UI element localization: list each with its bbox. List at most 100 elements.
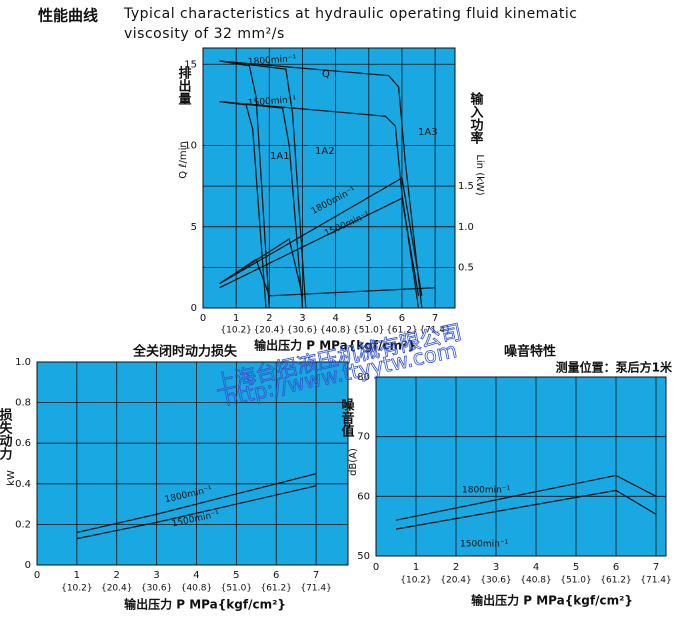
x-tick-label: 2 — [114, 570, 120, 581]
x-tick-label: 7 — [432, 313, 438, 324]
x-tick-label: 2 — [453, 562, 459, 573]
chart-subtitle: 测量位置：泵后方1米 — [556, 360, 673, 375]
x-tick-label: 0 — [373, 562, 379, 573]
series-line — [76, 473, 317, 534]
x-axis-label: 输出压力 P MPa{kgf/cm²} — [254, 338, 416, 353]
x-tick-sublabel: {20.4} — [254, 326, 286, 336]
annotation: 1A2 — [315, 146, 335, 157]
x-tick-label: 6 — [399, 313, 405, 324]
x-tick-sublabel: {71.4} — [640, 576, 672, 586]
x-tick-sublabel: {10.2} — [61, 584, 93, 594]
x-tick-label: 1 — [233, 313, 239, 324]
y2-axis-label: Lin (kW) — [474, 154, 485, 195]
y-tick-label: 60 — [357, 491, 370, 502]
y-axis-label: dB(A) — [348, 448, 359, 476]
annotation: 1A1 — [270, 151, 290, 162]
x-tick-sublabel: {20.4} — [440, 576, 472, 586]
x-tick-sublabel: {10.2} — [400, 576, 432, 586]
plot-area — [375, 376, 667, 557]
chart-subtitle: Typical characteristics at hydraulic ope… — [123, 6, 577, 22]
series-line — [269, 287, 436, 297]
x-tick-label: 7 — [313, 570, 319, 581]
x-tick-label: 2 — [266, 313, 272, 324]
annotation: 1A3 — [418, 127, 438, 138]
y2-axis-label: 输入功率 — [468, 91, 484, 145]
x-tick-label: 0 — [34, 570, 40, 581]
x-tick-sublabel: {40.8} — [520, 576, 552, 586]
y-axis-label: 排出量 — [176, 65, 192, 106]
x-tick-sublabel: {61.2} — [386, 326, 418, 336]
y-axis-label: Q ℓ/min — [178, 141, 189, 178]
x-tick-sublabel: {71.4} — [300, 584, 332, 594]
x-tick-sublabel: {30.6} — [141, 584, 173, 594]
x-tick-sublabel: {30.6} — [287, 326, 319, 336]
series-line — [395, 489, 657, 530]
y-axis-label: 噪音值 — [339, 398, 355, 438]
x-tick-sublabel: {40.8} — [320, 326, 352, 336]
x-tick-label: 1 — [74, 570, 80, 581]
x-tick-sublabel: {61.2} — [600, 576, 632, 586]
y-tick-label: 1.0 — [15, 357, 31, 368]
x-tick-label: 1 — [413, 562, 419, 573]
x-tick-sublabel: {20.4} — [101, 584, 133, 594]
y-axis-label: kW — [6, 470, 17, 486]
series-line — [395, 474, 657, 521]
y-tick-label: 0 — [191, 303, 197, 314]
y-tick-label: 0.4 — [15, 479, 31, 490]
x-tick-label: 5 — [233, 570, 239, 581]
y-tick-label: 0.8 — [15, 398, 31, 409]
x-tick-label: 4 — [332, 313, 338, 324]
series-line — [219, 60, 270, 309]
series-line — [219, 101, 304, 309]
x-tick-label: 5 — [366, 313, 372, 324]
x-tick-sublabel: {40.8} — [181, 584, 213, 594]
series-line — [76, 485, 317, 540]
chart-title: 全关闭时动力损失 — [132, 344, 238, 360]
x-tick-label: 3 — [299, 313, 305, 324]
y2-tick-label: 0.5 — [458, 262, 474, 273]
x-tick-label: 3 — [153, 570, 159, 581]
charts: 0 1 {10.2} 2 {20.4} 3 {30.6} 4 {40.8} 5 {51.0} 6 {61… — [15, 47, 672, 594]
x-tick-label: 6 — [613, 562, 619, 573]
x-tick-label: 6 — [273, 570, 279, 581]
y2-tick-label: 1.0 — [458, 222, 474, 233]
x-tick-sublabel: {10.2} — [220, 326, 252, 336]
y-tick-label: 80 — [357, 372, 370, 383]
x-tick-sublabel: {51.0} — [221, 584, 253, 594]
y-tick-label: 0 — [25, 560, 31, 571]
series-line — [219, 197, 420, 296]
series-line — [219, 60, 423, 309]
x-tick-label: 3 — [493, 562, 499, 573]
chart-title: 性能曲线 — [38, 7, 98, 25]
x-tick-sublabel: {51.0} — [560, 576, 592, 586]
x-tick-sublabel: {61.2} — [260, 584, 292, 594]
x-tick-sublabel: {51.0} — [353, 326, 385, 336]
series-label: 1500min⁻¹ — [248, 95, 297, 108]
x-tick-sublabel: {71.4} — [419, 326, 451, 336]
x-tick-label: 4 — [533, 562, 539, 573]
y-tick-label: 0.2 — [15, 519, 31, 530]
series-line — [219, 237, 304, 296]
series-label: 1800min⁻¹ — [248, 54, 297, 67]
y-tick-label: 0.6 — [15, 438, 31, 449]
y2-tick-label: 1.5 — [458, 181, 474, 192]
x-tick-label: 0 — [200, 313, 206, 324]
annotation: Q — [322, 69, 330, 80]
x-tick-label: 5 — [573, 562, 579, 573]
y-tick-label: 70 — [357, 432, 370, 443]
series-line — [219, 60, 307, 309]
y-tick-label: 10 — [184, 141, 197, 152]
x-axis-label: 输出压力 P MPa{kgf/cm²} — [471, 593, 633, 608]
y-axis-label: 损失动力 — [0, 407, 12, 461]
y-tick-label: 15 — [184, 59, 197, 70]
y-tick-label: 5 — [191, 222, 197, 233]
chart-title: 噪音特性 — [504, 344, 556, 360]
series-label: 1500min⁻¹ — [460, 540, 509, 550]
chart-subtitle: viscosity of 32 mm²/s — [124, 26, 285, 42]
x-tick-label: 7 — [653, 562, 659, 573]
x-axis-label: 输出压力 P MPa{kgf/cm²} — [124, 597, 286, 612]
series-line — [219, 177, 423, 296]
series-label: 1800min⁻¹ — [462, 486, 511, 496]
x-tick-label: 4 — [193, 570, 199, 581]
